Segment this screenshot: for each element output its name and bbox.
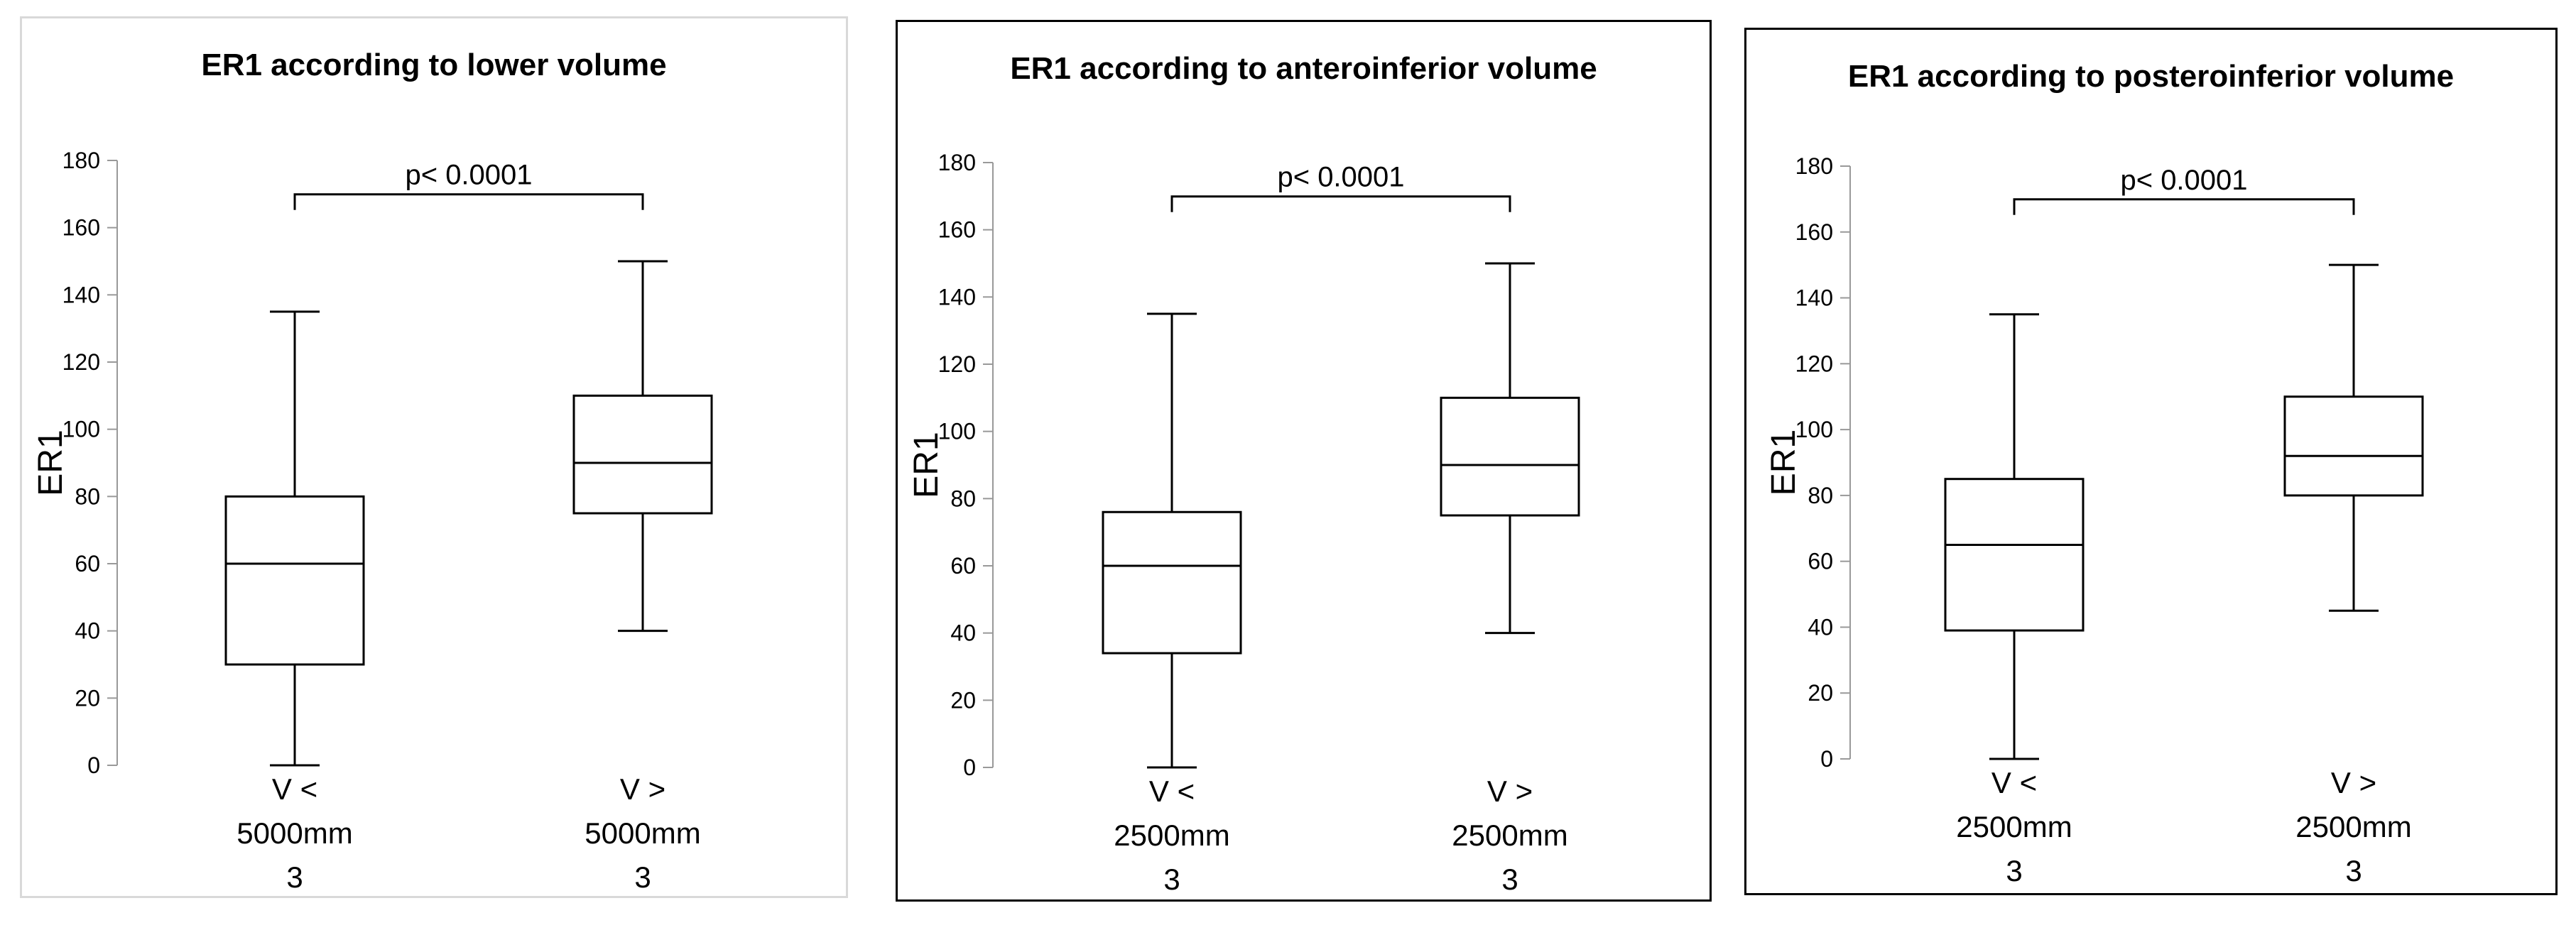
chart: 0 20 40 60 80 100 120 140 160 180 ER1 V < 2500mm 3 V >…	[1765, 153, 2424, 887]
x-tick-label: 3	[286, 860, 303, 894]
y-tick-label: 20	[75, 685, 100, 711]
annotation: p< 0.0001	[2120, 165, 2247, 196]
y-tick-label: 80	[950, 486, 976, 511]
y-tick-label: 40	[1808, 614, 1833, 640]
y-tick-label: 100	[1795, 417, 1833, 442]
annotation: p< 0.0001	[405, 160, 532, 191]
x-tick-label: V <	[1991, 766, 2037, 799]
panel: ER1 according to posteroinferior volume 0…	[1744, 28, 2558, 895]
box	[1440, 396, 1580, 517]
chart: 0 20 40 60 80 100 120 140 160 180 ER1 V < 5000mm 3 V >…	[32, 148, 713, 894]
y-tick-label: 40	[75, 618, 100, 644]
x-tick-label: 5000mm	[585, 816, 700, 850]
y-tick-label: 0	[963, 755, 976, 780]
x-tick-label: V <	[1149, 775, 1195, 808]
y-axis-label: ER1	[908, 432, 945, 498]
x-tick-label: V >	[1487, 775, 1533, 808]
box	[1102, 510, 1242, 655]
y-tick-label: 180	[938, 150, 976, 175]
y-tick-label: 100	[63, 417, 100, 442]
y-axis-label: ER1	[32, 430, 70, 496]
y-tick-label: 180	[63, 148, 100, 173]
y-tick-label: 140	[63, 282, 100, 307]
x-tick-label: 3	[1501, 863, 1518, 896]
box	[572, 394, 713, 515]
y-tick-label: 120	[938, 351, 976, 377]
y-tick-label: 60	[75, 551, 100, 576]
y-axis-label: ER1	[1765, 430, 1803, 496]
chart: 0 20 40 60 80 100 120 140 160 180 ER1 V < 2500mm 3 V >…	[908, 150, 1580, 896]
x-tick-label: 2500mm	[1452, 819, 1567, 852]
x-tick-label: 3	[2006, 854, 2022, 887]
x-tick-label: 2500mm	[1114, 819, 1229, 852]
y-tick-label: 120	[63, 349, 100, 375]
box	[224, 495, 365, 666]
x-tick-label: 3	[2345, 854, 2362, 887]
x-tick-label: 2500mm	[2295, 810, 2411, 843]
x-tick-label: 3	[1163, 863, 1180, 896]
significance-bracket	[2013, 198, 2355, 215]
x-tick-label: V >	[620, 772, 665, 806]
y-tick-label: 40	[950, 620, 976, 646]
y-tick-label: 120	[1795, 351, 1833, 376]
x-tick-label: 3	[634, 860, 651, 894]
y-tick-label: 60	[950, 553, 976, 579]
chart-title: ER1 according to lower volume	[201, 48, 667, 82]
panel: ER1 according to anteroinferior volume 0 2…	[896, 20, 1712, 902]
chart-title: ER1 according to posteroinferior volume	[1847, 59, 2455, 94]
x-tick-label: V <	[272, 772, 317, 806]
x-tick-label: V >	[2331, 766, 2376, 799]
y-tick-label: 180	[1795, 153, 1833, 179]
panel: ER1 according to lower volume 0 20 40 60 80 10…	[20, 16, 848, 898]
box	[2283, 395, 2424, 497]
box	[1944, 478, 2085, 632]
y-tick-label: 20	[1808, 680, 1833, 706]
y-tick-label: 160	[1795, 219, 1833, 245]
y-tick-label: 80	[1808, 483, 1833, 508]
y-tick-label: 0	[1820, 746, 1833, 772]
y-tick-label: 160	[938, 217, 976, 243]
chart-title: ER1 according to anteroinferior volume	[1010, 51, 1597, 86]
y-tick-label: 0	[87, 753, 100, 778]
y-tick-label: 140	[1795, 285, 1833, 311]
x-tick-label: 2500mm	[1956, 810, 2072, 843]
y-tick-label: 100	[938, 419, 976, 444]
significance-bracket	[293, 193, 644, 210]
y-tick-label: 140	[938, 284, 976, 310]
y-tick-label: 160	[63, 215, 100, 241]
significance-bracket	[1170, 195, 1511, 212]
y-tick-label: 20	[950, 687, 976, 713]
y-tick-label: 60	[1808, 549, 1833, 574]
x-tick-label: 5000mm	[237, 816, 352, 850]
y-tick-label: 80	[75, 483, 100, 509]
annotation: p< 0.0001	[1277, 162, 1404, 193]
